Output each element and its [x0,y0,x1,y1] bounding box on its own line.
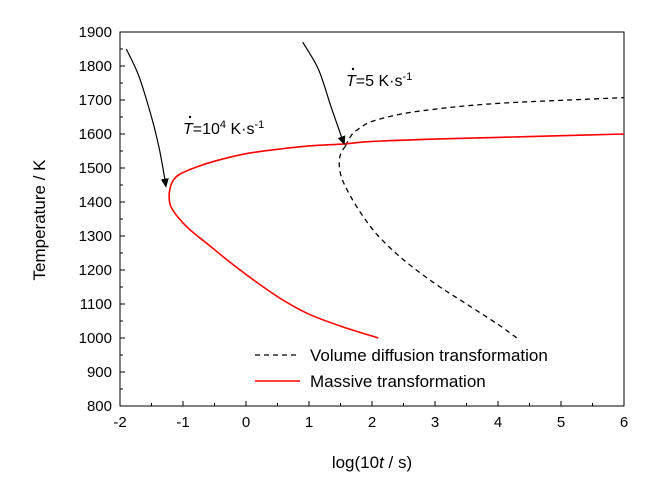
y-tick-label: 1800 [79,58,112,75]
x-tick-label: 4 [494,414,502,431]
series-line-massive-lower [168,186,379,339]
y-tick-label: 900 [87,364,112,381]
x-tick-label: 0 [242,414,250,431]
series-line-volume-diffusion-upper [344,96,625,147]
y-tick-label: 1200 [79,262,112,279]
svg-text:T=104 K·s-1: T=104 K·s-1 [183,119,264,138]
y-tick-label: 1300 [79,228,112,245]
y-tick-label: 1500 [79,160,112,177]
x-tick-label: 6 [620,414,628,431]
y-axis-title: Temperature / K [30,159,49,281]
y-tick-label: 1600 [79,126,112,143]
dot-over-T-1 [188,115,192,119]
x-tick-label: 2 [368,414,376,431]
x-tick-label: -2 [113,414,126,431]
series-line-massive-upper [169,133,625,188]
y-tick-label: 1700 [79,92,112,109]
legend-label-volume-diffusion: Volume diffusion transformation [310,346,548,365]
svg-text:T=5 K·s-1: T=5 K·s-1 [346,71,412,90]
cooling-rate-annotation-2: T=5 K·s-1 [346,67,412,90]
legend-label-massive: Massive transformation [310,372,486,391]
series-line-volume-diffusion-lower [338,145,518,339]
x-tick-label: 1 [305,414,313,431]
x-tick-label: 5 [557,414,565,431]
dot-over-T-2 [351,67,355,71]
cooling-rate-annotation-1: T=104 K·s-1 [183,115,264,138]
x-axis-title: log(10t / s) [332,453,412,472]
cooling-curve-arrow-1 [125,48,169,188]
x-tick-label: 3 [431,414,439,431]
y-tick-label: 800 [87,398,112,415]
y-tick-label: 1000 [79,330,112,347]
legend: Volume diffusion transformation Massive … [255,346,548,391]
y-tick-label: 1900 [79,24,112,41]
cooling-curve-arrow-2 [302,41,346,146]
x-tick-label: -1 [176,414,189,431]
y-tick-label: 1400 [79,194,112,211]
y-tick-label: 1100 [80,296,112,313]
